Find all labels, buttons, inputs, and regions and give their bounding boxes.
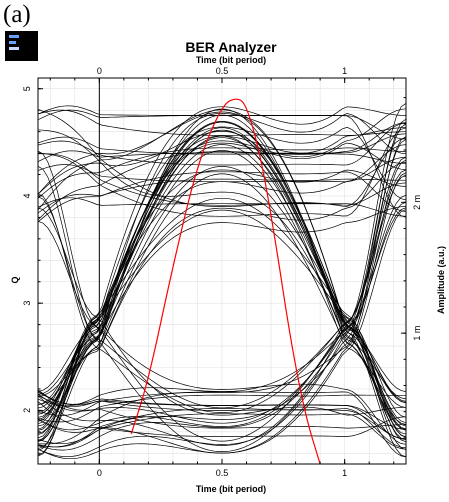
y-tick-label: 5: [22, 86, 32, 91]
y-axis-title: Q: [10, 276, 20, 283]
y2-axis-title: Amplitude (a.u.): [436, 246, 446, 314]
chart-title: BER Analyzer: [185, 39, 277, 55]
x-tick-label-top: 0: [97, 66, 102, 76]
x-axis-title-bottom: Time (bit period): [196, 484, 266, 494]
q-factor-line: [130, 98, 321, 464]
x-tick-label-top: 1: [342, 66, 347, 76]
x-tick-label-bottom: 1: [342, 468, 347, 478]
y-tick-label: 3: [22, 301, 32, 306]
y-tick-label: 2: [22, 408, 32, 413]
y2-tick-label: 2 m: [412, 195, 422, 210]
q-factor-curve: [130, 98, 321, 464]
axis-ticks: 0 0 0.5 0.5 1 1 2 3 4 5 1 m 2 m: [22, 66, 422, 478]
panel-label: (a): [3, 1, 31, 28]
y-tick-label: 4: [22, 193, 32, 198]
app-icon: [5, 31, 38, 61]
x-tick-label-bottom: 0.5: [216, 468, 229, 478]
x-axis-title-top: Time (bit period): [196, 55, 266, 65]
x-tick-label-top: 0.5: [216, 66, 229, 76]
x-tick-label-bottom: 0: [97, 468, 102, 478]
y2-tick-label: 1 m: [412, 326, 422, 341]
